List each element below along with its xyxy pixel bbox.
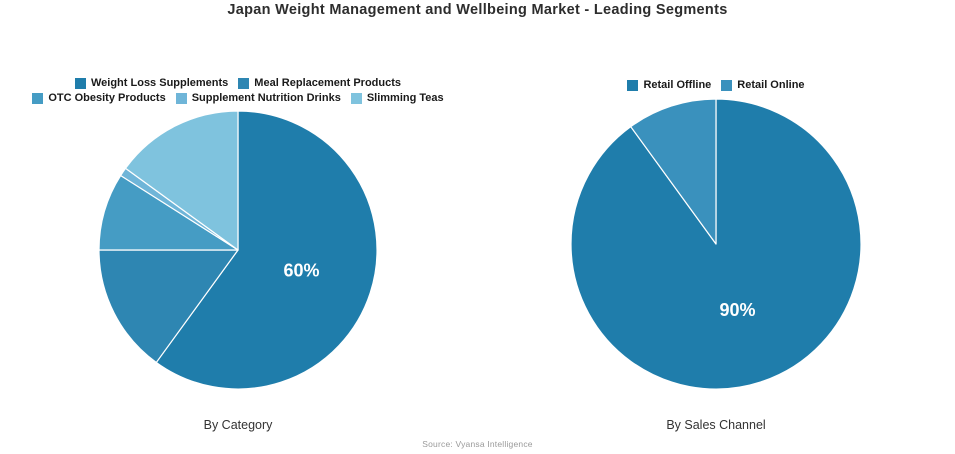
pie-slice-weight-loss-supplements	[155, 110, 378, 390]
legend-label: Retail Offline	[643, 79, 712, 91]
sales-channel-legend: Retail Offline Retail Online	[496, 79, 936, 91]
legend-swatch-icon	[175, 92, 187, 104]
legend-item-retail-online: Retail Online	[721, 79, 805, 91]
category-caption: By Category	[203, 418, 273, 432]
legend-swatch-icon	[350, 92, 362, 104]
legend-label: OTC Obesity Products	[48, 92, 166, 104]
legend-label: Slimming Teas	[366, 92, 444, 104]
legend-label: Meal Replacement Products	[254, 77, 402, 89]
category-pie: 60%	[98, 110, 378, 390]
legend-swatch-icon	[74, 77, 86, 89]
legend-row: Weight Loss Supplements Meal Replacement …	[74, 77, 401, 89]
pie-slice-meal-replacement-products	[98, 249, 239, 364]
legend-item-slimming-teas: Slimming Teas	[350, 92, 444, 104]
legend-swatch-icon	[627, 79, 639, 91]
page-title: Japan Weight Management and Wellbeing Ma…	[227, 2, 728, 18]
legend-item-supplement-nutrition-drinks: Supplement Nutrition Drinks	[175, 92, 341, 104]
legend-item-otc-obesity-products: OTC Obesity Products	[32, 92, 166, 104]
legend-row: OTC Obesity Products Supplement Nutrition…	[32, 92, 444, 104]
slice-value-label: 60%	[283, 261, 319, 281]
legend-row: Retail Offline Retail Online	[627, 79, 805, 91]
legend-item-retail-offline: Retail Offline	[627, 79, 711, 91]
sales-channel-caption: By Sales Channel	[666, 418, 766, 432]
sales-channel-pie: 90%	[570, 98, 862, 390]
legend-swatch-icon	[238, 77, 250, 89]
legend-item-meal-replacement-products: Meal Replacement Products	[238, 77, 401, 89]
slice-value-label: 90%	[719, 300, 755, 320]
category-legend: Weight Loss Supplements Meal Replacement …	[18, 77, 458, 104]
legend-label: Supplement Nutrition Drinks	[191, 92, 341, 104]
source-note: Source: Vyansa Intelligence	[422, 439, 533, 449]
legend-swatch-icon	[721, 79, 733, 91]
legend-label: Weight Loss Supplements	[90, 77, 229, 89]
legend-label: Retail Online	[737, 79, 805, 91]
pie-slice-slimming-teas	[124, 110, 239, 251]
legend-swatch-icon	[32, 92, 44, 104]
pie-slice-otc-obesity-products	[98, 174, 239, 251]
legend-item-weight-loss-supplements: Weight Loss Supplements	[74, 77, 229, 89]
pie-slice-retail-online	[630, 98, 717, 245]
